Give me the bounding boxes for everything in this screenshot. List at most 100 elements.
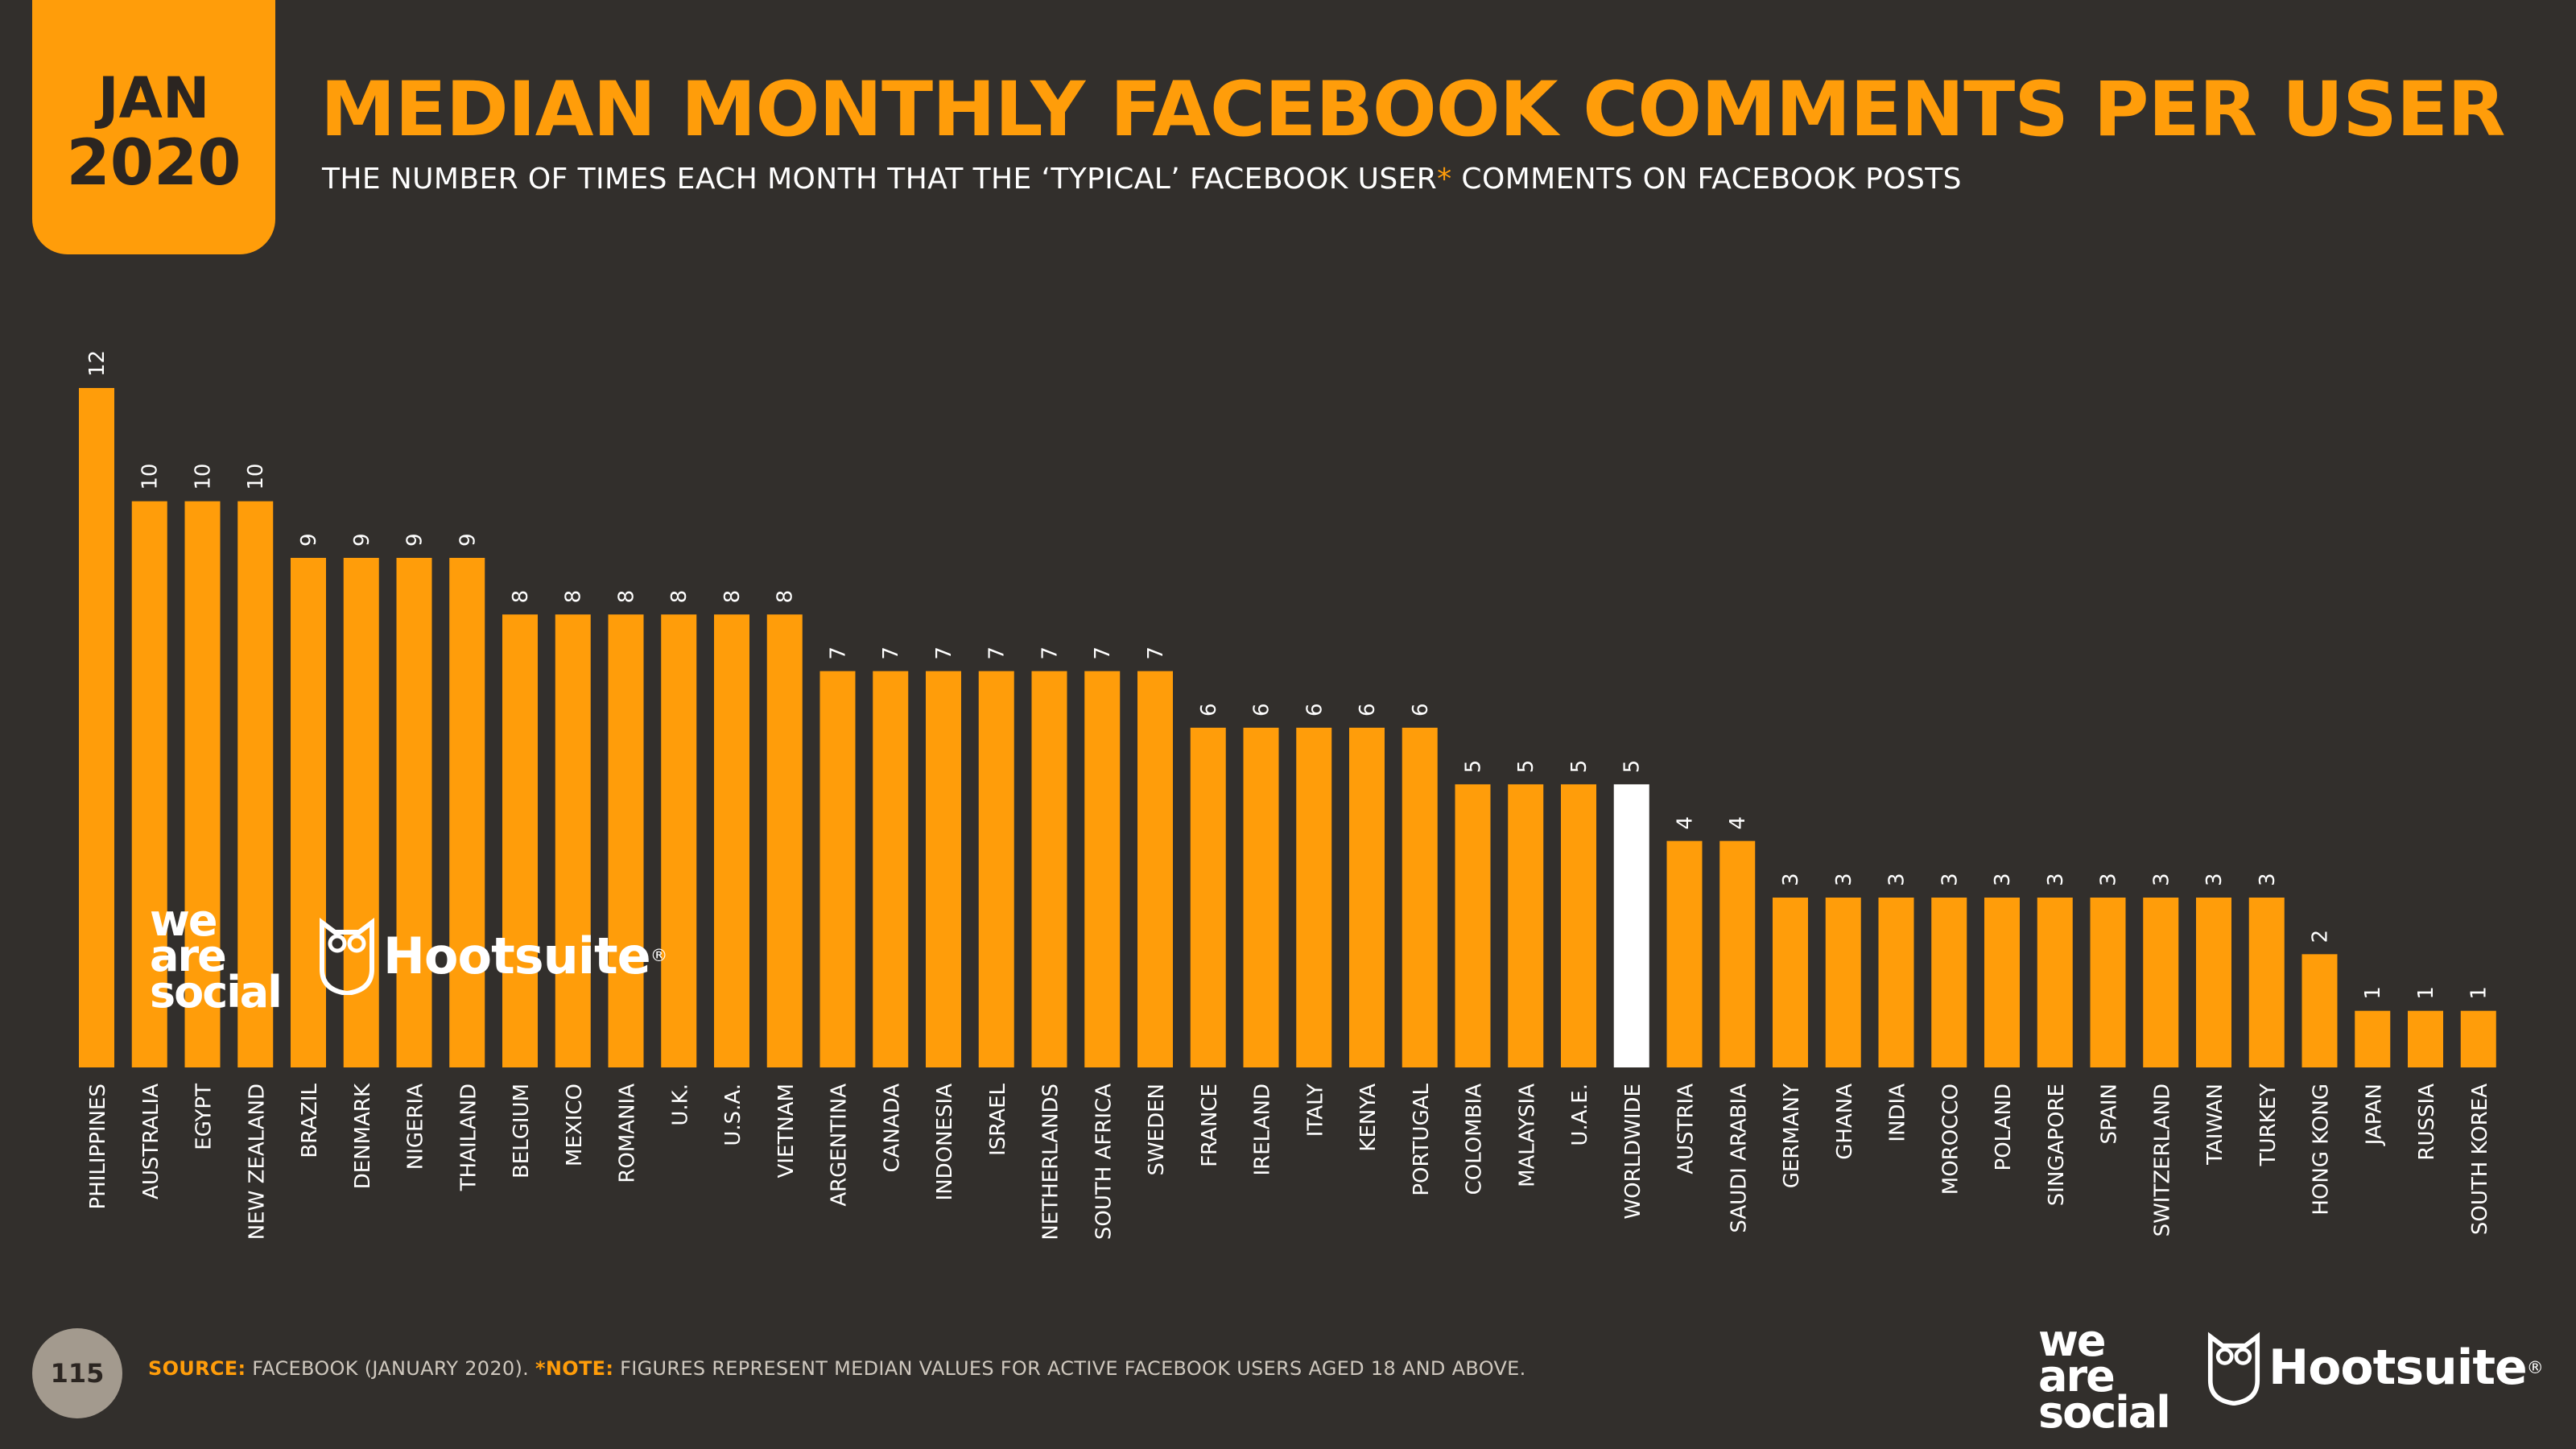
- category-label: ROMANIA: [616, 1084, 640, 1183]
- value-label: 8: [562, 590, 586, 604]
- category-label: EGYPT: [192, 1084, 217, 1150]
- owl-icon: [320, 918, 374, 995]
- bar-israel: [978, 671, 1014, 1067]
- category-label: ITALY: [1303, 1084, 1327, 1137]
- note-text: FIGURES REPRESENT MEDIAN VALUES FOR ACTI…: [613, 1357, 1526, 1380]
- bar-u-s-a-: [714, 614, 749, 1067]
- category-label: MALAYSIA: [1515, 1084, 1539, 1187]
- category-label: AUSTRIA: [1674, 1084, 1699, 1174]
- value-label: 7: [1091, 646, 1115, 660]
- hootsuite-wordmark: Hootsuite: [383, 926, 651, 985]
- category-label: COLOMBIA: [1463, 1084, 1487, 1195]
- value-label: 3: [2044, 873, 2068, 886]
- value-label: 9: [350, 533, 374, 547]
- bar-australia: [131, 501, 167, 1067]
- value-label: 5: [1567, 760, 1591, 774]
- category-label: BRAZIL: [298, 1083, 322, 1158]
- value-label: 3: [1885, 873, 1909, 886]
- bar-canada: [873, 671, 909, 1067]
- value-label: 5: [1514, 760, 1538, 774]
- value-label: 6: [1250, 703, 1274, 716]
- category-label: NIGERIA: [404, 1084, 428, 1170]
- value-label: 3: [2097, 873, 2121, 886]
- badge-year: 2020: [66, 127, 242, 200]
- source-text: FACEBOOK (JANUARY 2020).: [246, 1357, 536, 1380]
- bar-south-korea: [2460, 1010, 2496, 1067]
- value-label: 4: [1674, 816, 1698, 830]
- footer-logo-social: social: [2038, 1386, 2171, 1438]
- bar-worldwide: [1613, 784, 1649, 1067]
- value-label: 12: [85, 350, 109, 377]
- category-label: PORTUGAL: [1410, 1083, 1434, 1195]
- bar-u-a-e-: [1561, 784, 1596, 1067]
- hootsuite-logo-chart: Hootsuite ®: [319, 916, 667, 995]
- bar-mexico: [555, 614, 591, 1067]
- bar-ghana: [1825, 898, 1861, 1067]
- bar-colombia: [1455, 784, 1491, 1067]
- value-label: 3: [1938, 873, 1962, 886]
- bar-malaysia: [1508, 784, 1544, 1067]
- owl-icon-footer: [2207, 1331, 2260, 1406]
- footer-hootsuite-wordmark: Hootsuite: [2268, 1340, 2528, 1396]
- bar-turkey: [2248, 898, 2285, 1067]
- category-label: BELGIUM: [510, 1084, 534, 1179]
- we-are-social-logo-chart: we are social: [150, 898, 283, 1013]
- category-label: MOROCCO: [1938, 1084, 1963, 1195]
- bar-belgium: [502, 614, 538, 1067]
- bar-romania: [608, 614, 644, 1067]
- category-label: PHILIPPINES: [86, 1084, 110, 1209]
- bar-poland: [1984, 898, 2020, 1067]
- value-label: 7: [985, 646, 1009, 660]
- page-title: MEDIAN MONTHLY FACEBOOK COMMENTS PER USE…: [320, 66, 2506, 154]
- category-label: POLAND: [1992, 1084, 2016, 1170]
- category-label: SINGAPORE: [2045, 1084, 2069, 1206]
- category-label: SOUTH KOREA: [2468, 1084, 2492, 1235]
- bar-new-zealand: [237, 501, 274, 1067]
- bar-switzerland: [2143, 898, 2179, 1067]
- value-label: 6: [1409, 703, 1433, 716]
- bar-russia: [2408, 1010, 2443, 1067]
- value-label: 8: [720, 590, 745, 604]
- page-number: 115: [32, 1328, 122, 1418]
- value-label: 8: [615, 590, 639, 604]
- bar-saudi-arabia: [1719, 840, 1756, 1067]
- bar-germany: [1773, 898, 1808, 1067]
- registered-mark: ®: [650, 945, 668, 966]
- value-label: 10: [244, 464, 268, 490]
- value-label: 1: [2414, 986, 2438, 1000]
- value-label: 8: [509, 590, 533, 604]
- bar-nigeria: [396, 558, 432, 1067]
- category-label: VIETNAM: [774, 1084, 799, 1178]
- category-label: FRANCE: [1198, 1084, 1222, 1167]
- bar-kenya: [1349, 728, 1385, 1067]
- category-label: GHANA: [1833, 1084, 1857, 1160]
- category-label: U.K.: [668, 1084, 692, 1126]
- category-label: SAUDI ARABIA: [1727, 1084, 1751, 1233]
- value-label: 3: [2256, 873, 2280, 886]
- value-label: 7: [879, 646, 903, 660]
- value-label: 3: [1832, 873, 1856, 886]
- category-label: TURKEY: [2256, 1084, 2281, 1166]
- bar-sweden: [1137, 671, 1173, 1067]
- hootsuite-logo-footer: Hootsuite ®: [2207, 1330, 2544, 1406]
- subtitle-asterisk: *: [1437, 163, 1452, 196]
- category-label: RUSSIA: [2415, 1084, 2439, 1161]
- value-label: 6: [1356, 703, 1380, 716]
- date-badge: JAN 2020: [32, 0, 275, 254]
- category-label: ISRAEL: [986, 1083, 1010, 1155]
- category-label: SWEDEN: [1145, 1084, 1169, 1176]
- category-label: IRELAND: [1251, 1084, 1275, 1176]
- subtitle-text: THE NUMBER OF TIMES EACH MONTH THAT THE …: [322, 163, 1438, 196]
- value-label: 1: [2361, 986, 2385, 1000]
- category-label: SOUTH AFRICA: [1092, 1084, 1116, 1240]
- value-label: 8: [667, 590, 691, 604]
- bar-italy: [1296, 728, 1332, 1067]
- value-label: 3: [2202, 873, 2227, 886]
- bar-taiwan: [2196, 898, 2231, 1067]
- value-label: 7: [1038, 646, 1063, 660]
- value-label: 3: [1991, 873, 2015, 886]
- category-label: NETHERLANDS: [1039, 1084, 1063, 1241]
- category-label: HONG KONG: [2310, 1084, 2334, 1216]
- category-label: KENYA: [1356, 1084, 1381, 1152]
